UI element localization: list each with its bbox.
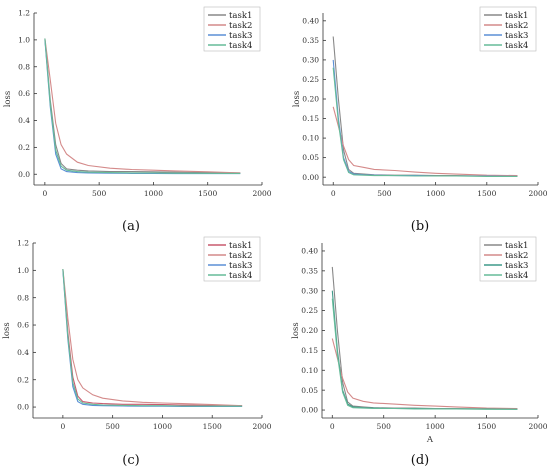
x-tick-label: 2000 xyxy=(528,189,547,198)
series-line-task1 xyxy=(62,268,243,407)
x-tick-label: 2000 xyxy=(528,422,547,431)
y-tick-label: 0.15 xyxy=(301,346,318,355)
series-line-task2 xyxy=(332,106,518,177)
x-tick-label: 500 xyxy=(105,422,120,431)
legend-label: task4 xyxy=(229,41,252,51)
y-tick-label: 0.4 xyxy=(17,348,29,357)
panel-caption: (c) xyxy=(122,453,139,468)
chart-panel-b: 0.00 0.05 0.10 0.15 0.20 0.25 0.30 0.35 0.40 0 500… xyxy=(292,6,548,234)
y-tick-label: 0.00 xyxy=(301,406,318,415)
y-axis-label: loss xyxy=(2,322,12,339)
y-axis-label: loss xyxy=(291,322,301,339)
legend-label: task3 xyxy=(505,31,528,41)
y-tick-label: 0.2 xyxy=(18,143,30,152)
series-line-task2 xyxy=(62,268,243,407)
x-tick-label: 1500 xyxy=(477,422,496,431)
y-tick-label: 0.30 xyxy=(302,56,319,65)
series-line-task3 xyxy=(331,290,518,410)
legend-box xyxy=(203,6,261,52)
chart-panel-c: 0.0 0.2 0.4 0.6 0.8 1.0 1.2 0 500 1000 1500 2000 los… xyxy=(2,236,272,468)
y-tick-label: 0.8 xyxy=(17,293,29,302)
x-tick-label: 500 xyxy=(92,189,107,198)
series-line-task4 xyxy=(331,298,518,410)
legend-label: task1 xyxy=(229,11,252,21)
y-tick-label: 0.40 xyxy=(302,16,319,25)
y-tick-label: 1.0 xyxy=(18,35,30,44)
legend-label: task2 xyxy=(505,251,528,261)
legend-label: task3 xyxy=(229,31,252,41)
x-axis-label: A xyxy=(426,435,434,445)
panel-caption: (a) xyxy=(122,219,140,234)
legend-label: task3 xyxy=(505,261,528,271)
y-axis-label: loss xyxy=(3,91,13,108)
series-line-task3 xyxy=(44,39,241,175)
y-tick-label: 0.20 xyxy=(301,326,318,335)
legend-label: task2 xyxy=(229,251,252,261)
series-line-task2 xyxy=(331,338,518,410)
series-line-task3 xyxy=(332,59,518,177)
y-tick-label: 0.10 xyxy=(302,134,319,143)
y-tick-label: 0.2 xyxy=(17,375,29,384)
x-tick-label: 1000 xyxy=(144,189,163,198)
series-line-task1 xyxy=(44,38,241,174)
y-tick-label: 0.35 xyxy=(302,36,319,45)
x-tick-label: 1000 xyxy=(426,422,445,431)
x-tick-label: 1500 xyxy=(203,422,222,431)
legend-label: task4 xyxy=(229,271,252,281)
y-axis-label: loss xyxy=(292,91,302,108)
series-line-task1 xyxy=(331,266,518,410)
x-tick-label: 0 xyxy=(42,189,47,198)
y-tick-label: 0.6 xyxy=(18,89,30,98)
y-tick-label: 0.05 xyxy=(301,386,318,395)
x-tick-label: 1500 xyxy=(477,189,496,198)
y-tick-label: 1.0 xyxy=(17,266,29,275)
y-tick-label: 0.4 xyxy=(18,116,30,125)
y-tick-label: 0.20 xyxy=(302,95,319,104)
y-tick-label: 1.2 xyxy=(17,239,29,248)
series-line-task2 xyxy=(44,38,241,174)
y-tick-label: 0.25 xyxy=(302,75,319,84)
x-tick-label: 2000 xyxy=(252,422,271,431)
series-line-task3 xyxy=(62,270,243,407)
x-tick-label: 0 xyxy=(331,189,336,198)
series-line-task4 xyxy=(62,268,243,407)
x-tick-label: 1000 xyxy=(426,189,445,198)
x-tick-label: 0 xyxy=(60,422,65,431)
x-tick-label: 500 xyxy=(377,189,392,198)
series-line-task1 xyxy=(332,36,518,177)
legend-label: task1 xyxy=(505,11,528,21)
chart-panel-d: 0.00 0.05 0.10 0.15 0.20 0.25 0.30 0.35 0.40 0 500… xyxy=(291,236,548,468)
legend-label: task4 xyxy=(505,271,528,281)
y-tick-label: 0.6 xyxy=(17,321,29,330)
series-line-task4 xyxy=(332,67,518,177)
x-tick-label: 500 xyxy=(377,422,392,431)
y-tick-label: 0.35 xyxy=(301,266,318,275)
x-tick-label: 1500 xyxy=(198,189,217,198)
panel-caption: (b) xyxy=(411,219,429,234)
legend-label: task2 xyxy=(229,21,252,31)
y-tick-label: 0.15 xyxy=(302,114,319,123)
y-tick-label: 0.25 xyxy=(301,306,318,315)
y-tick-label: 0.00 xyxy=(302,173,319,182)
legend-label: task3 xyxy=(229,261,252,271)
y-tick-label: 0.8 xyxy=(18,62,30,71)
x-tick-label: 1000 xyxy=(153,422,172,431)
legend-label: task1 xyxy=(505,241,528,251)
y-tick-label: 1.2 xyxy=(18,9,30,18)
x-tick-label: 2000 xyxy=(252,189,271,198)
y-tick-label: 0.05 xyxy=(302,153,319,162)
y-tick-label: 0.0 xyxy=(17,403,29,412)
y-tick-label: 0.0 xyxy=(18,170,30,179)
y-tick-label: 0.30 xyxy=(301,286,318,295)
panel-caption: (d) xyxy=(411,453,429,468)
series-line-task4 xyxy=(44,38,241,174)
x-tick-label: 0 xyxy=(330,422,335,431)
y-tick-label: 0.10 xyxy=(301,366,318,375)
chart-panel-a: 0.0 0.2 0.4 0.6 0.8 1.0 1.2 0 500 1000 1500 2000 los… xyxy=(3,6,272,234)
y-tick-label: 0.40 xyxy=(301,247,318,256)
legend-label: task1 xyxy=(229,241,252,251)
legend-label: task2 xyxy=(505,21,528,31)
legend-label: task4 xyxy=(505,41,528,51)
